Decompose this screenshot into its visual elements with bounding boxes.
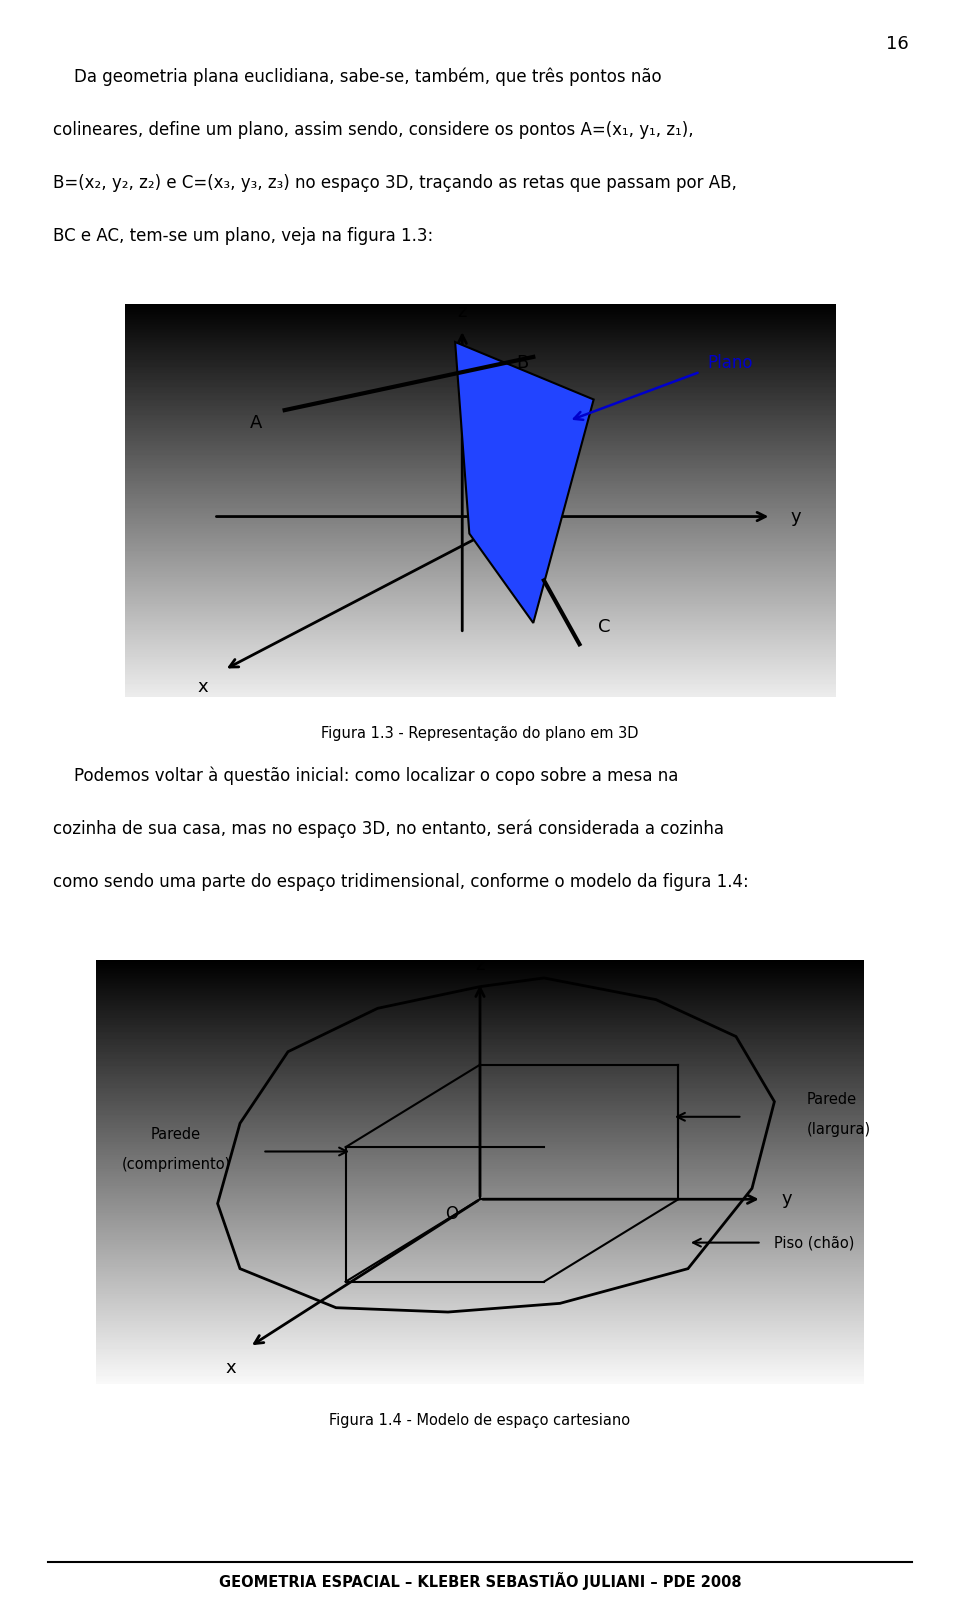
Text: colineares, define um plano, assim sendo, considere os pontos A=(x₁, y₁, z₁),: colineares, define um plano, assim sendo…: [53, 121, 693, 138]
Text: Parede: Parede: [151, 1127, 201, 1141]
Text: Da geometria plana euclidiana, sabe-se, também, que três pontos não: Da geometria plana euclidiana, sabe-se, …: [53, 67, 661, 87]
Text: O: O: [444, 1205, 458, 1223]
Text: C: C: [598, 619, 611, 636]
Text: (comprimento): (comprimento): [121, 1157, 230, 1172]
Text: Plano: Plano: [708, 354, 753, 373]
Text: x: x: [198, 678, 208, 696]
Text: Figura 1.4 - Modelo de espaço cartesiano: Figura 1.4 - Modelo de espaço cartesiano: [329, 1413, 631, 1427]
Text: como sendo uma parte do espaço tridimensional, conforme o modelo da figura 1.4:: como sendo uma parte do espaço tridimens…: [53, 873, 749, 890]
Text: 16: 16: [886, 35, 909, 53]
Polygon shape: [455, 342, 593, 624]
Text: B=(x₂, y₂, z₂) e C=(x₃, y₃, z₃) no espaço 3D, traçando as retas que passam por A: B=(x₂, y₂, z₂) e C=(x₃, y₃, z₃) no espaç…: [53, 174, 736, 191]
Text: z: z: [475, 956, 485, 974]
Text: cozinha de sua casa, mas no espaço 3D, no entanto, será considerada a cozinha: cozinha de sua casa, mas no espaço 3D, n…: [53, 820, 724, 839]
Text: BC e AC, tem-se um plano, veja na figura 1.3:: BC e AC, tem-se um plano, veja na figura…: [53, 227, 433, 244]
Text: y: y: [781, 1191, 793, 1208]
Text: Podemos voltar à questão inicial: como localizar o copo sobre a mesa na: Podemos voltar à questão inicial: como l…: [53, 767, 678, 786]
Text: y: y: [791, 508, 802, 525]
Text: A: A: [250, 415, 262, 432]
Text: Piso (chão): Piso (chão): [775, 1236, 854, 1250]
Text: Figura 1.3 - Representação do plano em 3D: Figura 1.3 - Representação do plano em 3…: [322, 726, 638, 741]
Text: x: x: [225, 1360, 236, 1377]
Text: Parede: Parede: [806, 1091, 856, 1107]
Text: B: B: [516, 354, 529, 373]
Text: z: z: [458, 304, 467, 321]
Text: GEOMETRIA ESPACIAL – KLEBER SEBASTIÃO JULIANI – PDE 2008: GEOMETRIA ESPACIAL – KLEBER SEBASTIÃO JU…: [219, 1572, 741, 1589]
Text: (largura): (largura): [806, 1122, 871, 1138]
